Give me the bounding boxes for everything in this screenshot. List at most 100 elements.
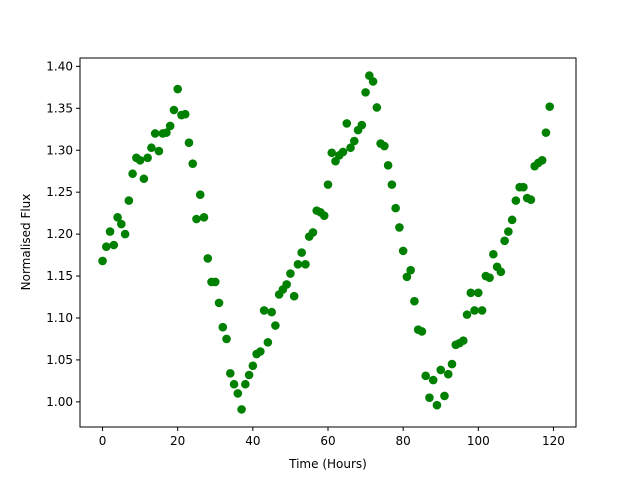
data-point — [545, 102, 554, 111]
data-point — [500, 236, 509, 246]
y-tick-label: 1.25 — [46, 185, 73, 199]
data-point — [237, 405, 246, 414]
data-point — [477, 306, 487, 315]
data-point — [443, 369, 453, 379]
data-point — [214, 298, 224, 308]
y-tick-label: 1.40 — [46, 59, 73, 73]
data-point — [526, 195, 536, 205]
data-point — [436, 365, 446, 375]
x-tick-label: 40 — [245, 434, 260, 448]
data-point — [173, 84, 182, 94]
data-point — [462, 310, 472, 319]
data-point — [229, 379, 239, 389]
data-point — [346, 143, 355, 153]
data-point — [199, 213, 209, 222]
data-point — [139, 174, 149, 184]
data-point — [301, 260, 310, 269]
data-point — [357, 120, 367, 130]
data-point — [406, 265, 415, 275]
data-point — [256, 347, 265, 356]
data-point — [440, 391, 449, 401]
data-point — [210, 277, 220, 287]
data-point — [537, 156, 547, 165]
data-point — [226, 369, 235, 378]
x-tick-label: 60 — [320, 434, 335, 448]
data-point — [395, 223, 404, 232]
data-point — [98, 256, 107, 266]
data-point — [387, 180, 397, 189]
data-point — [391, 203, 400, 213]
data-point — [165, 121, 175, 131]
data-point — [432, 400, 442, 410]
data-point — [286, 269, 295, 278]
data-point — [241, 379, 250, 389]
data-point — [402, 272, 412, 282]
data-point — [410, 296, 419, 306]
data-point — [398, 246, 408, 256]
data-point — [504, 227, 513, 236]
x-axis-label: Time (Hours) — [288, 457, 367, 471]
data-point — [180, 109, 190, 119]
data-point — [169, 105, 179, 115]
data-point — [511, 196, 521, 205]
data-point — [541, 128, 551, 137]
x-tick-label: 100 — [467, 434, 490, 448]
data-point — [489, 249, 498, 259]
data-point — [428, 375, 438, 385]
data-point — [425, 393, 434, 402]
data-point — [102, 242, 111, 251]
x-tick-label: 20 — [170, 434, 185, 448]
y-tick-label: 1.35 — [46, 101, 73, 115]
data-point — [263, 338, 273, 347]
data-point — [327, 148, 337, 158]
data-point — [350, 136, 359, 146]
data-point — [203, 254, 213, 263]
data-point — [233, 389, 243, 398]
y-tick-label: 1.05 — [46, 353, 73, 367]
data-point — [470, 306, 479, 315]
data-point — [128, 169, 137, 179]
data-point — [372, 103, 382, 112]
data-point — [496, 267, 506, 277]
x-tick-label: 0 — [99, 434, 107, 448]
data-point — [447, 359, 457, 369]
data-point — [368, 77, 378, 86]
y-axis-ticks: 1.00 1.05 1.10 1.15 1.20 1.25 1.30 1.35 1.40 — [46, 59, 80, 409]
data-point — [222, 334, 231, 344]
data-point — [154, 146, 164, 156]
data-point — [147, 143, 156, 153]
data-point — [267, 307, 276, 317]
data-point — [421, 371, 431, 381]
x-axis-ticks: 0 20 40 60 80 100 120 — [99, 427, 565, 448]
y-axis-label: Normalised Flux — [19, 194, 33, 291]
data-point — [244, 370, 254, 380]
data-point — [218, 322, 228, 332]
data-point — [458, 336, 468, 345]
data-point — [293, 260, 303, 269]
data-point — [297, 248, 307, 257]
data-points — [98, 71, 554, 414]
data-point — [117, 219, 126, 229]
data-point — [289, 291, 299, 301]
x-tick-label: 80 — [396, 434, 411, 448]
data-point — [271, 321, 280, 330]
data-point — [188, 159, 198, 168]
data-point — [319, 211, 329, 220]
x-tick-label: 120 — [542, 434, 565, 448]
data-point — [474, 288, 483, 298]
data-point — [192, 214, 201, 224]
data-point — [195, 190, 205, 199]
y-tick-label: 1.30 — [46, 143, 73, 157]
data-point — [135, 156, 145, 165]
data-point — [485, 273, 494, 283]
data-point — [380, 141, 389, 151]
data-point — [248, 361, 258, 371]
data-point — [519, 182, 528, 192]
data-point — [417, 327, 427, 336]
data-point — [120, 229, 130, 239]
data-point — [308, 228, 318, 237]
data-point — [113, 213, 122, 222]
y-tick-label: 1.10 — [46, 311, 73, 325]
